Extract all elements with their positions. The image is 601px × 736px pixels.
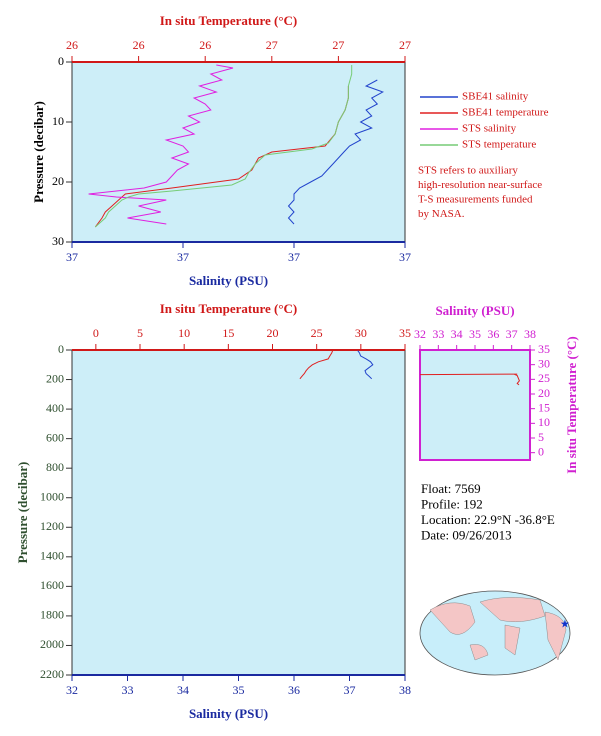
y-tick-label: 35	[538, 342, 550, 356]
y-axis-title: Pressure (decibar)	[31, 101, 46, 203]
x-tick-label: 34	[451, 327, 463, 341]
profile-line	[88, 64, 234, 225]
legend-label: STS salinity	[462, 123, 517, 135]
y-tick-label: 30	[538, 356, 550, 370]
x-tick-label: 27	[399, 38, 411, 52]
x2-tick-label: 33	[122, 683, 134, 697]
x2-tick-label: 38	[399, 683, 411, 697]
float-info: Location: 22.9°N -36.8°E	[421, 512, 555, 527]
x-tick-label: 15	[222, 326, 234, 340]
x2-tick-label: 37	[66, 250, 78, 264]
x2-tick-label: 36	[288, 683, 300, 697]
y-tick-label: 1800	[40, 608, 64, 622]
float-info: Date: 09/26/2013	[421, 527, 512, 542]
x2-tick-label: 35	[233, 683, 245, 697]
note-text: T-S measurements funded	[418, 194, 533, 206]
note-text: by NASA.	[418, 208, 465, 220]
y-tick-label: 25	[538, 371, 550, 385]
x2-axis-title: Salinity (PSU)	[189, 706, 268, 721]
y-tick-label: 2200	[40, 667, 64, 681]
x-axis-title: Salinity (PSU)	[435, 303, 514, 318]
y-tick-label: 0	[538, 444, 544, 458]
x-tick-label: 36	[487, 327, 499, 341]
note-text: high-resolution near-surface	[418, 179, 542, 191]
y-tick-label: 200	[46, 371, 64, 385]
plot-area	[71, 61, 406, 243]
y-tick-label: 400	[46, 401, 64, 415]
x-tick-label: 0	[93, 326, 99, 340]
x-tick-label: 35	[469, 327, 481, 341]
profile-line	[287, 79, 385, 225]
x-tick-label: 35	[399, 326, 411, 340]
x-tick-label: 33	[432, 327, 444, 341]
y-tick-label: 1000	[40, 489, 64, 503]
y-tick-label: 1600	[40, 578, 64, 592]
x2-tick-label: 37	[399, 250, 411, 264]
y-tick-label: 20	[52, 174, 64, 188]
x-tick-label: 10	[178, 326, 190, 340]
x-tick-label: 20	[267, 326, 279, 340]
x-tick-label: 37	[506, 327, 518, 341]
x-tick-label: 32	[414, 327, 426, 341]
profile-line	[94, 65, 353, 228]
y-tick-label: 600	[46, 430, 64, 444]
legend-label: SBE41 salinity	[462, 91, 529, 103]
y-tick-label: 0	[58, 54, 64, 68]
x-tick-label: 27	[266, 38, 278, 52]
x2-tick-label: 37	[344, 683, 356, 697]
plot-area	[419, 349, 531, 461]
float-info: Float: 7569	[421, 481, 481, 496]
x-axis-title: In situ Temperature (°C)	[160, 13, 298, 28]
y-tick-label: 30	[52, 234, 64, 248]
legend-label: SBE41 temperature	[462, 107, 549, 119]
note-text: STS refers to auxiliary	[418, 165, 518, 177]
x-tick-label: 26	[199, 38, 211, 52]
world-map: ★	[419, 590, 571, 676]
y-tick-label: 0	[58, 342, 64, 356]
plot-area	[71, 349, 406, 676]
x-tick-label: 25	[311, 326, 323, 340]
x-tick-label: 5	[137, 326, 143, 340]
legend-label: STS temperature	[462, 139, 536, 151]
float-location: ★	[560, 619, 570, 631]
y-tick-label: 20	[538, 386, 550, 400]
float-info: Profile: 192	[421, 496, 483, 511]
y-tick-label: 1200	[40, 519, 64, 533]
y-tick-label: 10	[52, 114, 64, 128]
x-tick-label: 30	[355, 326, 367, 340]
x2-tick-label: 32	[66, 683, 78, 697]
y-axis-title: In situ Temperature (°C)	[564, 336, 579, 474]
x2-tick-label: 34	[177, 683, 189, 697]
y-tick-label: 5	[538, 430, 544, 444]
y-tick-label: 2000	[40, 637, 64, 651]
x-tick-label: 27	[332, 38, 344, 52]
x2-tick-label: 37	[177, 250, 189, 264]
x-axis-title: In situ Temperature (°C)	[160, 301, 298, 316]
profile-line	[299, 350, 334, 380]
x2-axis-title: Salinity (PSU)	[189, 273, 268, 288]
x-tick-label: 26	[66, 38, 78, 52]
x-tick-label: 26	[133, 38, 145, 52]
y-axis-title: Pressure (decibar)	[15, 462, 30, 564]
x-tick-label: 38	[524, 327, 536, 341]
y-tick-label: 800	[46, 460, 64, 474]
ts-line	[419, 373, 520, 386]
y-tick-label: 1400	[40, 549, 64, 563]
x2-tick-label: 37	[288, 250, 300, 264]
profile-line	[357, 350, 374, 380]
y-tick-label: 10	[538, 415, 550, 429]
y-tick-label: 15	[538, 400, 550, 414]
